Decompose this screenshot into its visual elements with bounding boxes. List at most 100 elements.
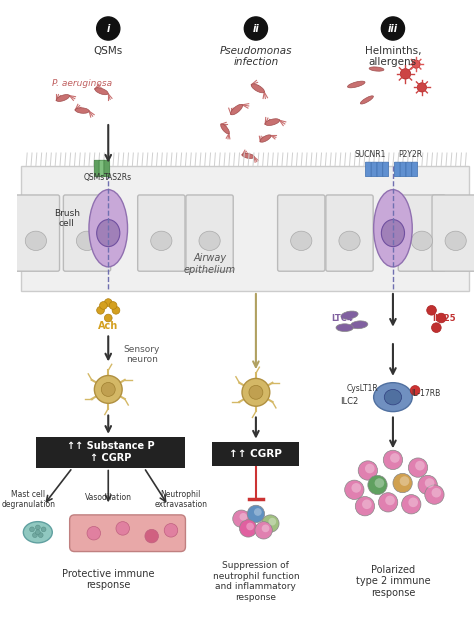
FancyBboxPatch shape <box>365 162 371 176</box>
Ellipse shape <box>374 383 412 412</box>
Text: i: i <box>107 24 110 34</box>
FancyBboxPatch shape <box>326 195 373 271</box>
FancyBboxPatch shape <box>278 195 325 271</box>
Text: iii: iii <box>388 24 398 34</box>
Text: IL-17RB: IL-17RB <box>411 389 440 397</box>
Text: ↑↑ Substance P
↑ CGRP: ↑↑ Substance P ↑ CGRP <box>67 441 155 463</box>
FancyBboxPatch shape <box>371 162 377 176</box>
Ellipse shape <box>384 389 401 405</box>
Circle shape <box>249 385 263 399</box>
Ellipse shape <box>231 104 243 115</box>
Ellipse shape <box>242 154 254 159</box>
Circle shape <box>365 464 374 473</box>
Circle shape <box>104 314 112 322</box>
Circle shape <box>87 526 100 540</box>
Circle shape <box>246 522 254 531</box>
Ellipse shape <box>23 522 52 543</box>
Circle shape <box>36 525 40 530</box>
Circle shape <box>382 17 404 40</box>
Ellipse shape <box>291 231 312 250</box>
Circle shape <box>351 483 361 492</box>
Circle shape <box>427 306 437 315</box>
Ellipse shape <box>374 190 412 267</box>
Text: ILC2: ILC2 <box>340 396 358 406</box>
Circle shape <box>412 60 420 68</box>
FancyBboxPatch shape <box>212 441 299 466</box>
Ellipse shape <box>251 84 264 93</box>
Text: ↑↑ CGRP: ↑↑ CGRP <box>229 448 283 459</box>
Text: QSMs: QSMs <box>83 173 104 182</box>
Circle shape <box>358 461 377 480</box>
FancyBboxPatch shape <box>432 195 474 271</box>
Text: Neutrophil
extravasation: Neutrophil extravasation <box>154 490 207 509</box>
Ellipse shape <box>75 108 89 113</box>
Text: QSMs: QSMs <box>94 46 123 56</box>
FancyBboxPatch shape <box>94 161 100 176</box>
FancyBboxPatch shape <box>64 195 110 271</box>
Circle shape <box>400 69 410 79</box>
Ellipse shape <box>221 124 229 134</box>
Circle shape <box>378 492 398 512</box>
Circle shape <box>409 458 428 477</box>
Ellipse shape <box>382 220 404 247</box>
Text: Polarized
type 2 immune
response: Polarized type 2 immune response <box>356 565 430 598</box>
Text: ii: ii <box>253 24 259 34</box>
FancyBboxPatch shape <box>104 161 109 176</box>
Text: Protective immune
response: Protective immune response <box>62 569 155 590</box>
Circle shape <box>400 476 410 486</box>
Circle shape <box>97 306 104 314</box>
Ellipse shape <box>350 321 368 329</box>
FancyBboxPatch shape <box>70 515 185 552</box>
Text: Pseudomonas
infection: Pseudomonas infection <box>219 46 292 68</box>
Text: TAS2Rs: TAS2Rs <box>104 173 132 182</box>
Circle shape <box>415 461 425 471</box>
Text: SUCNR1: SUCNR1 <box>354 150 385 159</box>
Ellipse shape <box>151 231 172 250</box>
Text: Mast cell
degranulation: Mast cell degranulation <box>1 490 55 509</box>
Ellipse shape <box>339 231 360 250</box>
Circle shape <box>418 475 438 494</box>
Text: Suppression of
neutrophil function
and inflammatory
response: Suppression of neutrophil function and i… <box>213 561 299 601</box>
Circle shape <box>409 497 418 507</box>
Text: Airway
epithelium: Airway epithelium <box>183 253 236 275</box>
FancyBboxPatch shape <box>412 162 418 176</box>
Circle shape <box>239 520 257 537</box>
Circle shape <box>41 527 46 532</box>
FancyBboxPatch shape <box>12 195 60 271</box>
Circle shape <box>262 515 279 533</box>
Text: Helminths,
allergens: Helminths, allergens <box>365 46 421 68</box>
Circle shape <box>242 378 270 406</box>
FancyBboxPatch shape <box>400 162 406 176</box>
Circle shape <box>101 382 115 396</box>
Ellipse shape <box>265 118 280 125</box>
Circle shape <box>390 453 400 462</box>
Circle shape <box>262 524 269 533</box>
Circle shape <box>33 533 37 538</box>
Ellipse shape <box>76 231 98 250</box>
Ellipse shape <box>95 88 108 95</box>
Text: LTC4: LTC4 <box>331 313 353 322</box>
Circle shape <box>425 478 435 488</box>
Circle shape <box>233 510 250 527</box>
Text: P2Y2R: P2Y2R <box>398 150 422 159</box>
FancyBboxPatch shape <box>406 162 412 176</box>
Text: Sensory
neuron: Sensory neuron <box>124 345 160 364</box>
FancyBboxPatch shape <box>36 437 185 468</box>
Ellipse shape <box>445 231 466 250</box>
Circle shape <box>116 522 129 535</box>
FancyBboxPatch shape <box>99 161 105 176</box>
Text: IL-25: IL-25 <box>432 313 456 322</box>
Text: Brush
cell: Brush cell <box>54 209 80 228</box>
Ellipse shape <box>89 190 128 267</box>
Circle shape <box>437 313 446 323</box>
Circle shape <box>244 17 267 40</box>
Ellipse shape <box>97 220 120 247</box>
Circle shape <box>362 499 372 509</box>
Circle shape <box>356 497 374 516</box>
FancyBboxPatch shape <box>186 195 233 271</box>
Ellipse shape <box>347 81 365 88</box>
Ellipse shape <box>199 231 220 250</box>
Circle shape <box>247 505 264 522</box>
Circle shape <box>109 301 117 310</box>
Ellipse shape <box>56 94 70 101</box>
